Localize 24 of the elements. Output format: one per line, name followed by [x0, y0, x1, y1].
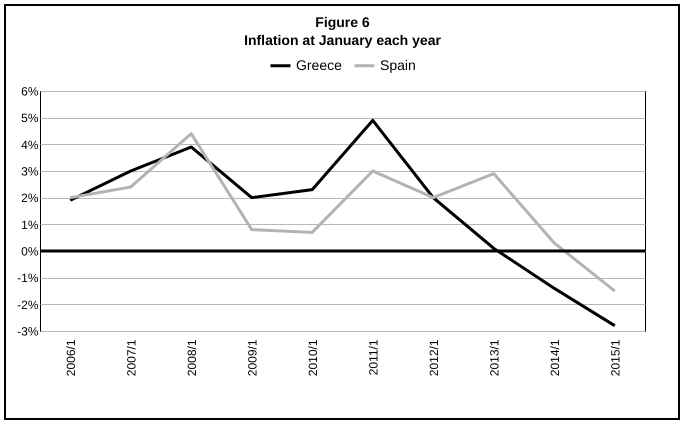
legend-label: Greece [296, 56, 342, 73]
y-tick-label: 0% [21, 244, 39, 258]
y-tick-label: 2% [21, 191, 39, 206]
x-tick-label: 2012/1 [426, 339, 441, 376]
y-tick-label: -1% [17, 271, 39, 286]
y-tick-label: -3% [17, 324, 39, 338]
chart-title: Figure 6 [315, 14, 370, 30]
x-tick-label: 2014/1 [548, 339, 562, 376]
chart-subtitle: Inflation at January each year [244, 32, 442, 48]
y-tick-label: 4% [21, 138, 39, 152]
y-tick-label: 6% [21, 84, 39, 98]
x-tick-label: 2007/1 [124, 339, 138, 376]
x-tick-label: 2015/1 [608, 339, 622, 376]
x-tick-label: 2008/1 [184, 339, 199, 376]
y-tick-label: 1% [21, 218, 39, 232]
y-tick-label: -2% [17, 298, 39, 312]
x-tick-label: 2009/1 [245, 339, 260, 376]
x-tick-label: 2011/1 [366, 339, 380, 376]
x-tick-label: 2006/1 [64, 339, 78, 376]
x-tick-label: 2013/1 [487, 339, 502, 376]
y-tick-label: 5% [21, 111, 39, 126]
x-tick-label: 2010/1 [306, 339, 320, 376]
legend-label: Spain [380, 56, 416, 73]
y-tick-label: 3% [21, 164, 39, 178]
